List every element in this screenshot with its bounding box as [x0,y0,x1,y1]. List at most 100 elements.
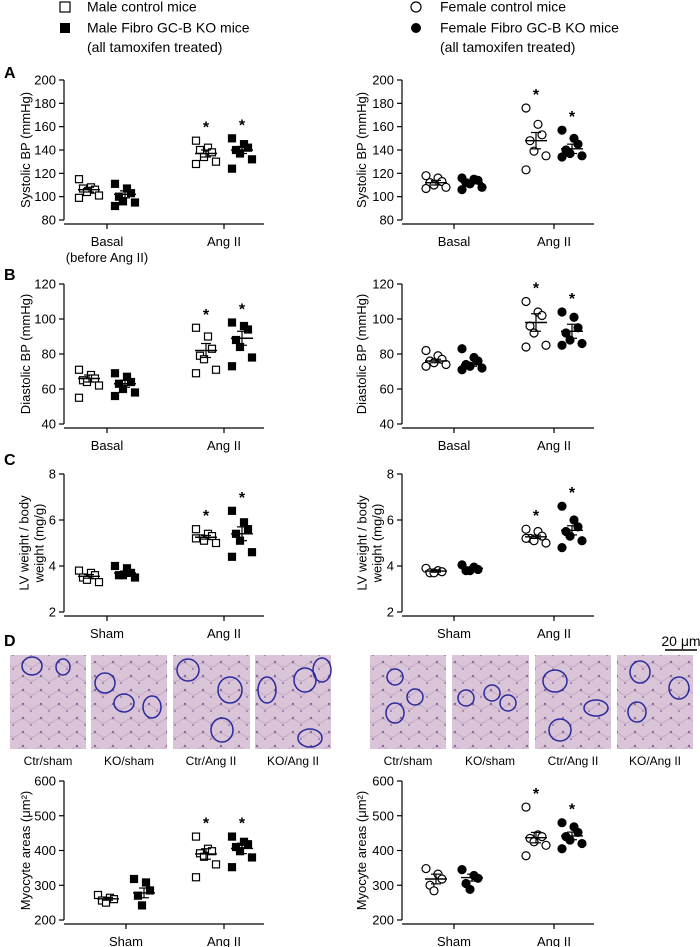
data-point [243,840,253,849]
myocyte-outline [629,660,651,684]
y-tick-label: 40 [380,417,394,432]
data-point [94,577,104,587]
data-point [557,340,567,350]
significance-star: * [569,109,576,126]
data-point [557,542,567,553]
legend-male-ko: Male Fibro GC-B KO mice [87,20,250,36]
significance-star: * [203,816,210,833]
micrograph-label: KO/Ang II [267,754,319,768]
y-tick-label: 300 [372,878,394,893]
data-point [421,171,431,181]
myocyte-outline [312,657,332,683]
y-axis-label: Myocyte areas (μm²) [18,791,33,910]
data-point [227,506,237,515]
myocyte-outline [297,728,323,748]
category-label: Ang II [207,626,241,641]
data-point [243,325,253,334]
data-point [541,151,551,161]
data-point [191,159,201,169]
data-point [521,524,531,534]
legend: Male control mice Male Fibro GC-B KO mic… [59,0,619,55]
data-point [74,193,84,202]
data-point [227,552,237,561]
data-point [118,197,128,206]
myocyte-outline [386,668,404,686]
significance-star: * [569,802,576,819]
significance-star: * [569,291,576,308]
myocyte-outline [55,658,71,676]
y-axis-label: Diastolic BP (mmHg) [354,294,369,414]
myocyte-outline [113,693,135,713]
data-point [521,165,531,175]
significance-star: * [239,302,246,319]
significance-star: * [203,307,210,324]
legend-female-note: (all tamoxifen treated) [440,39,575,55]
y-tick-label: 60 [380,382,394,397]
data-point [191,323,201,332]
myocyte-outline [210,717,234,743]
myocyte-outline [94,672,116,694]
data-point [247,353,257,362]
data-point [235,342,245,352]
data-point [521,851,531,861]
data-point [457,365,467,375]
data-point [110,391,120,401]
myocyte-outline [548,718,572,742]
data-point [529,328,539,338]
y-tick-label: 80 [42,347,56,362]
data-point [569,515,579,525]
micrograph-image [617,655,693,749]
data-point [199,852,209,861]
data-point [211,538,221,548]
legend-male-control-marker [59,1,71,13]
data-point [133,891,143,900]
data-point [126,189,136,198]
data-point [529,837,539,847]
y-tick-label: 6 [49,513,56,528]
category-label: Ang II [537,438,571,453]
data-point [465,884,475,895]
y-tick-label: 100 [372,189,394,204]
data-point [521,533,531,544]
y-axis-label: Myocyte areas (μm²) [354,791,369,910]
data-point [457,865,467,875]
data-point [421,361,431,371]
data-point [94,191,104,200]
category-label: Sham [109,934,143,947]
micrograph-image [10,655,86,749]
data-point [557,125,567,135]
legend-female-ko-marker [411,23,421,33]
data-point [203,332,213,341]
y-axis-label: Diastolic BP (mmHg) [18,294,33,414]
data-point [457,344,467,354]
data-point [110,561,120,571]
category-label: Ang II [537,626,571,641]
micrograph-image [535,655,611,749]
significance-star: * [203,120,210,137]
micrograph-label: KO/sham [104,754,154,768]
data-point [191,525,201,534]
data-point [247,853,257,862]
data-point [457,185,467,195]
data-point [199,355,209,364]
y-axis-label: weight (mg/g) [32,504,47,584]
myocyte-outline [176,658,200,682]
legend-male-note: (all tamoxifen treated) [87,39,222,55]
data-point [429,886,439,896]
data-point [557,844,567,854]
category-label: Sham [437,626,471,641]
y-tick-label: 140 [372,143,394,158]
data-point [191,873,201,882]
significance-star: * [533,786,540,803]
significance-star: * [533,281,540,298]
y-tick-label: 200 [372,913,394,928]
data-point [118,384,128,394]
y-tick-label: 6 [387,513,394,528]
data-point [129,874,139,884]
data-point [130,388,140,397]
